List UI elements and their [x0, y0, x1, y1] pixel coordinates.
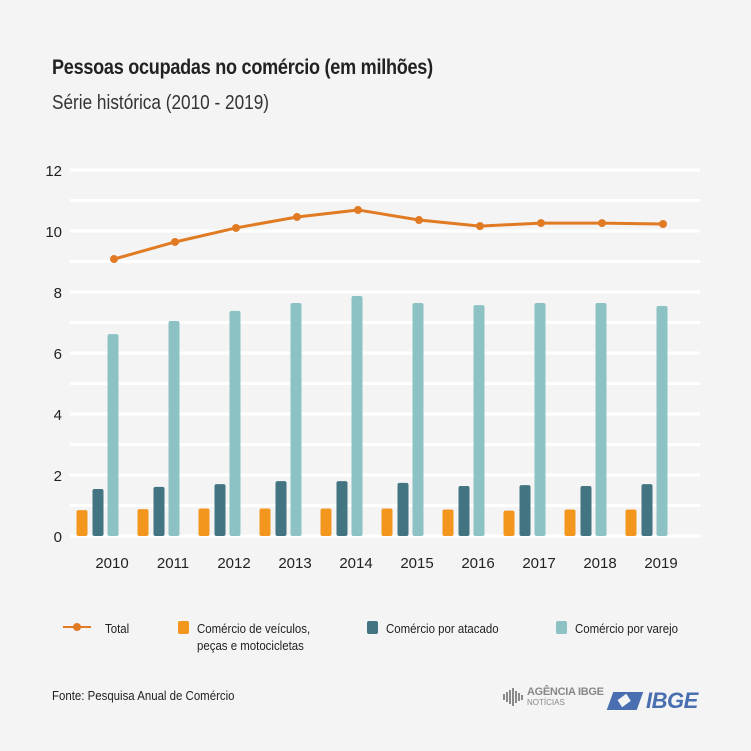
source-note: Fonte: Pesquisa Anual de Comércio: [52, 688, 235, 703]
bar: [534, 302, 546, 536]
bar: [320, 508, 332, 536]
bar: [153, 486, 165, 536]
agencia-title: AGÊNCIA IBGE: [527, 686, 604, 698]
bar: [595, 302, 607, 536]
bar: [641, 484, 653, 536]
legend-label: Comércio de veículos, peças e motociclet…: [197, 620, 310, 654]
x-tick-label: 2016: [461, 555, 494, 572]
bar: [137, 509, 149, 536]
line-point: [537, 219, 545, 228]
legend-item-varejo: Comércio por varejo: [556, 620, 692, 637]
teal-dark-swatch-icon: [367, 621, 378, 634]
y-axis-ticks: 0 2 4 6 8 10 12: [45, 163, 62, 546]
line-point: [415, 216, 423, 225]
bar: [76, 510, 88, 536]
chart-subtitle: Série histórica (2010 - 2019): [52, 92, 270, 114]
bar: [229, 310, 241, 536]
bar: [381, 508, 393, 536]
y-tick-label: 8: [54, 285, 62, 302]
bar: [458, 485, 470, 536]
agencia-ibge-logo: AGÊNCIA IBGE NOTÍCIAS: [503, 687, 604, 707]
y-tick-label: 4: [54, 407, 62, 424]
y-tick-label: 10: [45, 224, 62, 241]
total-line: [110, 205, 667, 264]
ibge-wordmark: IBGE: [646, 688, 698, 713]
legend-item-total: Total: [63, 620, 132, 637]
x-tick-label: 2014: [339, 555, 372, 572]
bar: [275, 481, 287, 536]
ibge-mark-icon: [606, 692, 644, 710]
legend-label: Comércio por atacado: [386, 621, 499, 636]
orange-swatch-icon: [178, 621, 189, 634]
ibge-logo: IBGE: [606, 688, 698, 714]
bar: [107, 334, 119, 536]
legend-item-veiculos: Comércio de veículos, peças e motociclet…: [178, 620, 326, 654]
bar: [259, 508, 271, 536]
legend-item-atacado: Comércio por atacado: [367, 620, 514, 637]
bar: [214, 484, 226, 536]
line-point: [598, 219, 606, 228]
bar: [198, 508, 210, 536]
line-point: [476, 222, 484, 231]
legend-label-line1: Comércio de veículos,: [197, 621, 311, 636]
bar: [168, 320, 180, 536]
x-tick-label: 2018: [583, 555, 616, 572]
bar: [442, 509, 454, 536]
total-line-path: [113, 208, 664, 261]
bars: [76, 295, 668, 536]
bar: [92, 489, 104, 536]
legend-label-line2: peças e motocicletas: [197, 638, 304, 653]
line-marker-icon: [63, 620, 91, 633]
bar: [473, 305, 485, 536]
x-tick-label: 2012: [217, 555, 250, 572]
y-tick-label: 6: [54, 346, 62, 363]
x-axis-ticks: 2010 2011 2012 2013 2014 2015 2016 2017 2018 2019: [95, 555, 677, 572]
line-point: [659, 219, 667, 228]
teal-light-swatch-icon: [556, 621, 567, 634]
line-point: [293, 212, 301, 221]
legend: Total Comércio de veículos, peças e moto…: [0, 620, 751, 660]
bar: [625, 509, 637, 536]
y-tick-label: 2: [54, 468, 62, 485]
x-tick-label: 2019: [644, 555, 677, 572]
bar: [564, 509, 576, 536]
chart-title: Pessoas ocupadas no comércio (em milhões…: [52, 56, 433, 79]
bar: [580, 485, 592, 536]
agencia-bars-icon: [503, 688, 523, 706]
legend-label: Total: [105, 621, 130, 636]
line-point: [232, 223, 240, 232]
bar: [503, 510, 515, 536]
x-tick-label: 2013: [278, 555, 311, 572]
x-tick-label: 2015: [400, 555, 433, 572]
x-tick-label: 2017: [522, 555, 555, 572]
bar: [412, 302, 424, 536]
bar: [290, 302, 302, 536]
y-tick-label: 12: [45, 163, 62, 180]
line-point: [354, 205, 362, 214]
x-tick-label: 2010: [95, 555, 128, 572]
bar: [351, 295, 363, 536]
bar: [519, 485, 531, 536]
line-point: [110, 255, 118, 264]
agencia-subtitle: NOTÍCIAS: [527, 698, 565, 707]
legend-label: Comércio por varejo: [575, 621, 679, 636]
bar: [397, 482, 409, 536]
y-tick-label: 0: [54, 529, 62, 546]
x-tick-label: 2011: [157, 555, 189, 572]
line-point: [171, 237, 179, 246]
bar: [336, 481, 348, 536]
bar: [656, 306, 668, 536]
